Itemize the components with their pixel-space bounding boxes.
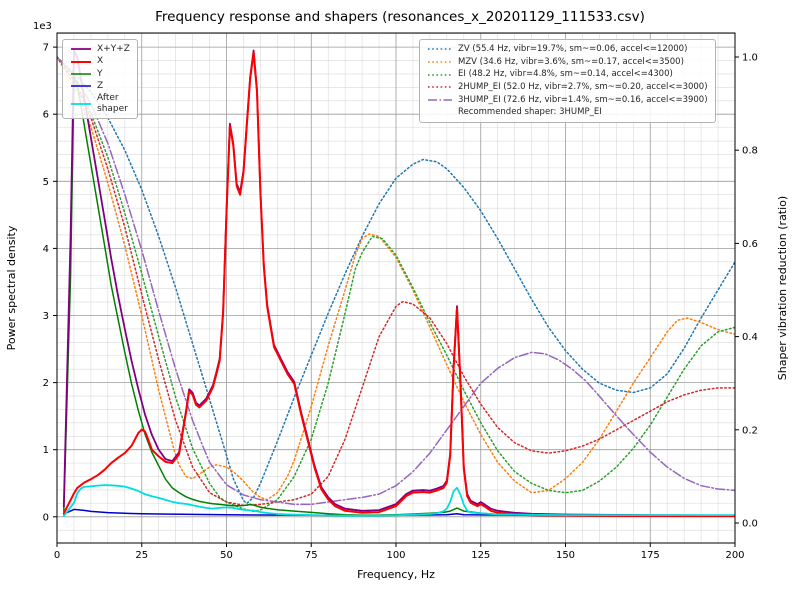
legend-entry-label: X: [97, 56, 104, 67]
x-tick-label: 150: [556, 550, 575, 561]
legend-line-sample: [71, 48, 91, 51]
legend-entry-label: EI (48.2 Hz, vibr=4.8%, sm~=0.14, accel<…: [458, 69, 673, 80]
series-line-after-shaper: [62, 484, 735, 517]
y-right-tick-label: 0.2: [742, 425, 758, 436]
y-left-tick-label: 5: [43, 177, 49, 188]
legend-entry-label: Z: [97, 81, 104, 92]
y-left-tick-label: 1: [43, 445, 49, 456]
legend-shapers: ZV (55.4 Hz, vibr=19.7%, sm~=0.06, accel…: [419, 39, 716, 123]
y-left-offset-text: 1e3: [33, 21, 52, 32]
legend-entry-label: After shaper: [97, 93, 128, 114]
series-line-z: [63, 508, 735, 517]
y-left-tick-label: 2: [43, 378, 49, 389]
y-right-tick-label: 0.6: [742, 239, 758, 250]
recommended-shaper-note: Recommended shaper: 3HUMP_EI: [458, 107, 602, 118]
legend-series: X+Y+Z X Y Z After shaper: [62, 39, 138, 120]
legend-entry: 2HUMP_EI (52.0 Hz, vibr=2.7%, sm~=0.20, …: [427, 82, 708, 93]
series-line-x: [62, 51, 735, 518]
axis-ticks: 0 25 50 75 100 125 150 175 200 0 1 2 3 4 5 6 7 0.0 0.2 0.4 0…: [33, 21, 758, 561]
y-right-axis-label: Shaper vibration reduction (ratio): [776, 196, 789, 380]
y-right-tick-label: 1.0: [742, 53, 758, 64]
x-tick-label: 25: [135, 550, 148, 561]
y-right-tick-label: 0.0: [742, 519, 758, 530]
legend-entry: 3HUMP_EI (72.6 Hz, vibr=1.4%, sm~=0.16, …: [427, 95, 708, 106]
y-left-tick-label: 6: [43, 110, 49, 121]
legend-entry-label: ZV (55.4 Hz, vibr=19.7%, sm~=0.06, accel…: [458, 44, 688, 54]
y-right-tick-label: 0.8: [742, 146, 758, 157]
legend-entry: Y: [70, 69, 130, 79]
legend-entry-label: 3HUMP_EI (72.6 Hz, vibr=1.4%, sm~=0.16, …: [458, 94, 708, 105]
y-left-axis-label: Power spectral density: [5, 225, 18, 350]
legend-line-sample: [71, 85, 91, 87]
legend-line-sample: [71, 102, 91, 105]
legend-note-row: Recommended shaper: 3HUMP_EI: [427, 107, 708, 118]
series-line-y: [63, 76, 735, 517]
series-line-3hump-ei: [57, 56, 735, 506]
series-line-ei: [57, 56, 735, 513]
legend-entry-label: Y: [97, 68, 103, 79]
legend-line-sample: [427, 107, 453, 117]
legend-entry: Z: [70, 81, 130, 91]
legend-line-sample: [71, 73, 91, 75]
series-line-2hump-ei: [57, 56, 735, 507]
x-tick-label: 75: [305, 550, 318, 561]
legend-line-sample: [428, 48, 452, 51]
legend-entry: ZV (55.4 Hz, vibr=19.7%, sm~=0.06, accel…: [427, 44, 708, 55]
legend-entry: X+Y+Z: [70, 44, 130, 54]
series-group: [57, 49, 735, 518]
legend-line-sample: [428, 99, 452, 101]
legend-line-sample: [71, 60, 91, 63]
y-left-tick-label: 7: [43, 43, 49, 54]
legend-line-sample: [428, 61, 452, 63]
legend-entry: X: [70, 56, 130, 66]
chart-title: Frequency response and shapers (resonanc…: [155, 9, 645, 25]
x-tick-label: 100: [386, 550, 405, 561]
x-tick-label: 175: [641, 550, 660, 561]
legend-entry-label: MZV (34.6 Hz, vibr=3.6%, sm~=0.17, accel…: [458, 56, 684, 67]
legend-line-sample: [428, 86, 452, 88]
y-left-tick-label: 0: [43, 512, 49, 523]
x-axis-label: Frequency, Hz: [357, 568, 435, 581]
x-tick-label: 200: [725, 550, 744, 561]
x-tick-label: 0: [54, 550, 60, 561]
legend-entry: MZV (34.6 Hz, vibr=3.6%, sm~=0.17, accel…: [427, 57, 708, 68]
y-left-tick-label: 4: [43, 244, 49, 255]
legend-entry: EI (48.2 Hz, vibr=4.8%, sm~=0.14, accel<…: [427, 69, 708, 80]
series-line-zv: [57, 56, 735, 505]
x-tick-label: 50: [220, 550, 233, 561]
legend-entry: After shaper: [70, 93, 130, 114]
legend-entry-label: 2HUMP_EI (52.0 Hz, vibr=2.7%, sm~=0.20, …: [458, 81, 708, 92]
y-right-tick-label: 0.4: [742, 332, 758, 343]
x-tick-label: 125: [471, 550, 490, 561]
legend-entry-label: X+Y+Z: [97, 44, 130, 54]
series-line-mzv: [57, 56, 735, 501]
legend-line-sample: [428, 73, 452, 76]
y-left-tick-label: 3: [43, 311, 49, 322]
